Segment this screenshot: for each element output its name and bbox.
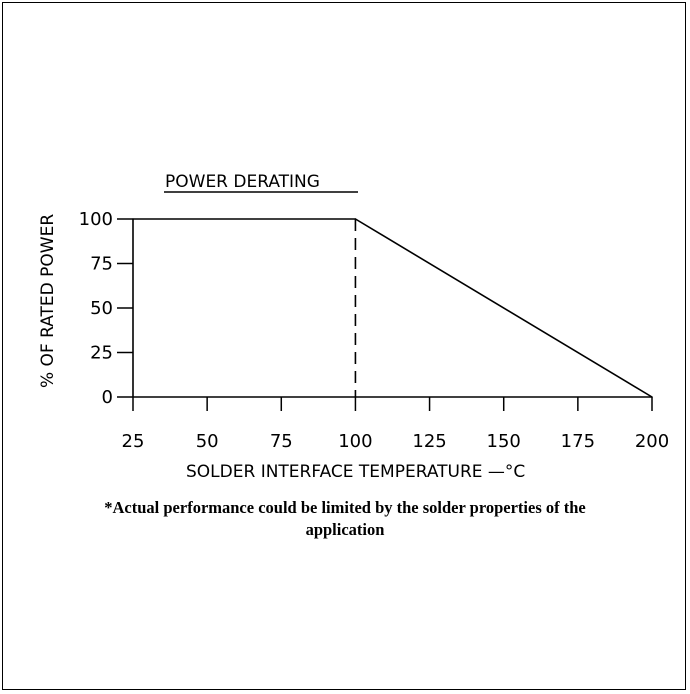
x-axis-label: SOLDER INTERFACE TEMPERATURE —°C [186, 462, 525, 482]
y-axis-label: % OF RATED POWER [38, 214, 58, 388]
x-tick-label: 175 [561, 431, 595, 452]
x-tick-label: 75 [270, 431, 293, 452]
derating-curve [133, 218, 653, 398]
x-tick-label: 125 [412, 431, 446, 452]
x-tick-label: 150 [487, 431, 521, 452]
y-tick-label: 50 [90, 298, 113, 319]
chart-title: POWER DERATING [165, 172, 320, 192]
x-tick-label: 25 [122, 431, 145, 452]
y-tick-label: 25 [90, 343, 113, 364]
footnote-line-2: application [305, 520, 385, 539]
x-tick-label: 100 [338, 431, 372, 452]
plot-area [132, 218, 653, 398]
data-point [132, 218, 134, 220]
y-tick-label: 75 [90, 254, 113, 275]
data-point [354, 218, 357, 220]
footnote-line-1: *Actual performance could be limited by … [104, 498, 586, 517]
y-tick-label: 100 [79, 209, 113, 230]
data-point [651, 396, 653, 398]
axes: 100 75 50 25 0 25 50 75 100 125 150 175 200 [79, 209, 670, 452]
x-tick-label: 50 [196, 431, 219, 452]
x-tick-label: 200 [635, 431, 669, 452]
y-tick-label: 0 [102, 387, 113, 408]
footnote: *Actual performance could be limited by … [0, 497, 690, 541]
